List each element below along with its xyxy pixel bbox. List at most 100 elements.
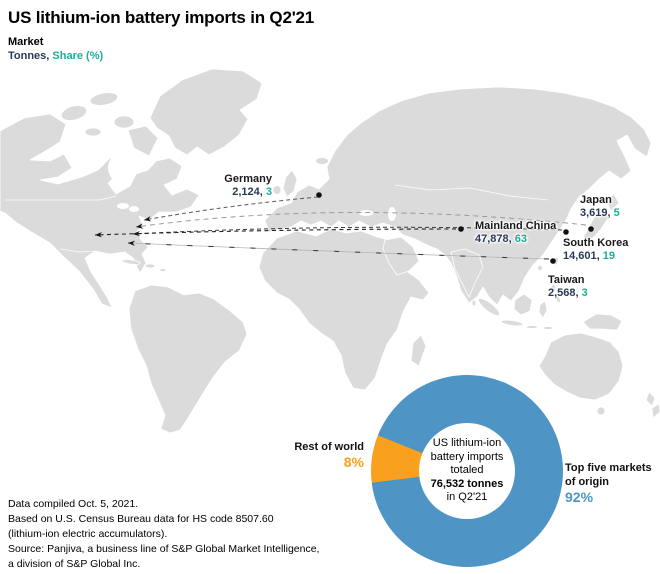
top-five-text: Top five markets — [565, 462, 652, 474]
map-arctic-island — [89, 92, 119, 106]
market-name: Taiwan — [548, 274, 585, 286]
market-name: South Korea — [563, 237, 629, 249]
market-share: 3 — [265, 186, 272, 198]
map-border-us-mexico — [59, 248, 97, 253]
map-sumatra — [478, 297, 500, 317]
map-south-america — [128, 284, 248, 434]
market-share: 63 — [514, 233, 528, 245]
map-great-lake — [129, 206, 139, 212]
market-name: Germany — [224, 173, 272, 185]
map-lesser-sunda — [525, 325, 539, 329]
rest-of-world-label: Rest of world 8% — [294, 440, 364, 471]
map-philippines — [549, 283, 557, 295]
market-name: Japan — [580, 194, 612, 206]
top-five-pct: 92% — [565, 489, 594, 505]
map-africa — [258, 228, 430, 391]
map-new-zealand — [651, 403, 660, 419]
legend-units: Tonnes, Share (%) — [8, 50, 103, 62]
south-korea-marker-dot — [563, 229, 569, 235]
map-philippines — [555, 294, 561, 304]
map-hudson-bay — [108, 153, 136, 183]
map-arctic-island — [60, 105, 88, 121]
map-border-us-canada — [5, 195, 117, 201]
map-madagascar — [410, 334, 427, 367]
top-five-text: of origin — [565, 476, 609, 488]
donut-center-line: battery imports — [430, 450, 504, 463]
taiwan-marker-dot — [550, 258, 556, 264]
map-caspian-sea — [388, 207, 396, 221]
map-new-guinea — [582, 313, 623, 331]
map-iceland — [315, 157, 329, 165]
flow-arrow-japan — [135, 212, 587, 229]
legend-tonnes-label: Tonnes, — [8, 50, 50, 62]
flow-arrow-south-korea — [132, 226, 563, 237]
map-japan-hokkaido — [605, 193, 620, 212]
map-baffin-island — [127, 125, 159, 157]
page-title: US lithium-ion battery imports in Q2'21 — [8, 8, 315, 27]
germany-marker-dot — [316, 192, 322, 198]
market-tonnes: 2,568, — [548, 287, 579, 299]
flow-arrow-mainland-china — [94, 228, 457, 238]
map-hainan — [537, 265, 543, 271]
donut-center-total: 76,532 tonnes — [430, 477, 504, 490]
map-scandinavia — [329, 122, 370, 177]
footer-line: Data compiled Oct. 5, 2021. — [8, 498, 139, 510]
map-australia — [538, 332, 624, 401]
rest-of-world-pct: 8% — [343, 454, 364, 470]
map-hispaniola — [144, 263, 156, 269]
donut-chart: US lithium-ion battery imports totaled 7… — [371, 375, 563, 567]
footer-line: (lithium-ion electric accumulators). — [8, 528, 168, 540]
footer-line: a division of S&P Global Inc. — [8, 558, 141, 570]
map-north-america — [0, 113, 200, 309]
footer-line: Source: Panjiva, a business line of S&P … — [8, 543, 320, 555]
market-name: Mainland China — [475, 220, 557, 232]
donut-center-line: totaled — [450, 464, 484, 477]
map-arabia — [382, 236, 420, 276]
map-greenland — [149, 68, 263, 156]
market-tonnes: 14,601, — [563, 250, 600, 262]
map-borneo — [513, 293, 533, 316]
market-share: 19 — [602, 250, 616, 262]
flow-arrow-taiwan-base — [127, 242, 550, 260]
map-ireland — [272, 185, 282, 195]
japan-label: Japan 3,619, 5 — [580, 194, 620, 220]
map-tasmania — [596, 406, 606, 416]
donut-center-text: US lithium-ion battery imports totaled 7… — [407, 375, 527, 567]
market-share: 3 — [581, 287, 588, 299]
map-arctic-island — [84, 127, 102, 137]
map-arctic-island — [113, 115, 135, 129]
map-great-lake — [117, 203, 129, 209]
market-tonnes: 3,619, — [580, 207, 611, 219]
market-tonnes: 47,878, — [475, 233, 512, 245]
map-cuba — [121, 259, 141, 265]
map-border-russia-asia — [394, 184, 549, 201]
map-caribbean-island — [159, 268, 167, 272]
map-java — [500, 319, 524, 327]
south-korea-label: South Korea 14,601, 19 — [563, 237, 628, 263]
mainland-china-marker-dot — [458, 226, 464, 232]
map-lesser-sunda — [542, 326, 554, 330]
market-share: 5 — [613, 207, 620, 219]
top-five-markets-label: Top five markets of origin 92% — [565, 461, 652, 506]
donut-center-line: in Q2'21 — [446, 491, 488, 504]
map-new-zealand — [645, 391, 656, 407]
flow-arrow-germany — [143, 196, 319, 222]
taiwan-label: Taiwan 2,568, 3 — [548, 274, 588, 300]
japan-marker-dot — [588, 226, 594, 232]
germany-label: Germany 2,124, 3 — [224, 173, 272, 199]
legend-share-label: Share (%) — [52, 50, 104, 62]
map-sulawesi — [538, 300, 548, 319]
map-uk — [282, 169, 298, 198]
market-tonnes: 2,124, — [232, 186, 263, 198]
source-notes: Data compiled Oct. 5, 2021. Based on U.S… — [8, 497, 319, 572]
rest-of-world-text: Rest of world — [294, 441, 364, 453]
map-japan-honshu — [582, 209, 610, 244]
legend-market-label: Market — [8, 36, 44, 48]
footer-line: Based on U.S. Census Bureau data for HS … — [8, 513, 274, 525]
donut-hole — [419, 423, 515, 519]
mainland-china-label: Mainland China 47,878, 63 — [475, 220, 556, 246]
map-black-sea — [359, 210, 373, 216]
map-sri-lanka — [471, 299, 477, 307]
